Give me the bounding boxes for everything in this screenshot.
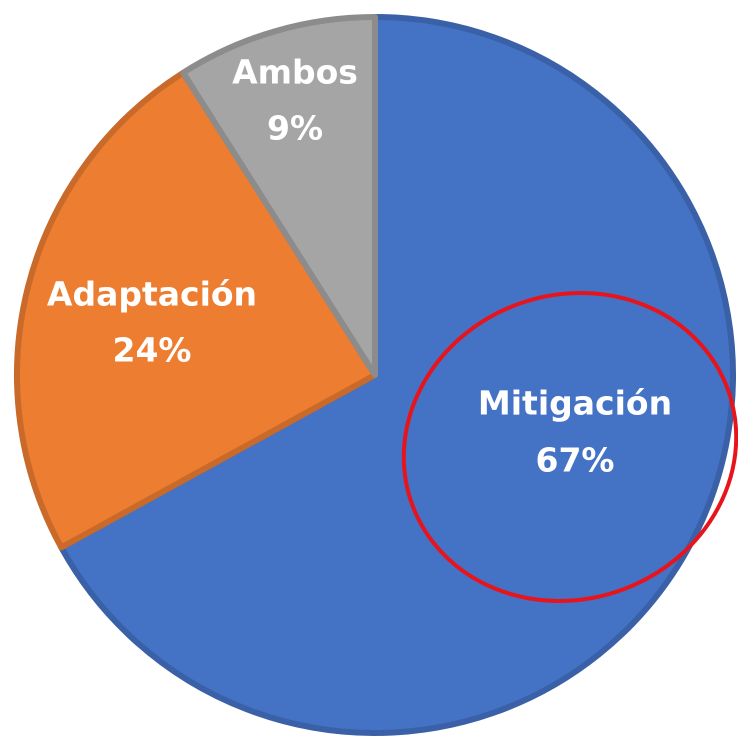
pie-slice [14,69,378,551]
pie-slice [180,14,378,378]
highlight-ellipse [401,291,738,603]
slice-name: Adaptación [47,275,257,314]
slice-value-label: 67% [536,441,615,480]
pie [14,14,736,736]
pie-slice [58,14,736,736]
slice-value-label: 24% [113,331,192,370]
slice-name: Ambos [232,53,358,92]
labels: Mitigación 67% Adaptación 24% Ambos 9% [47,53,672,480]
slice-value-label: 9% [267,109,323,148]
slice-name: Mitigación [478,384,672,423]
